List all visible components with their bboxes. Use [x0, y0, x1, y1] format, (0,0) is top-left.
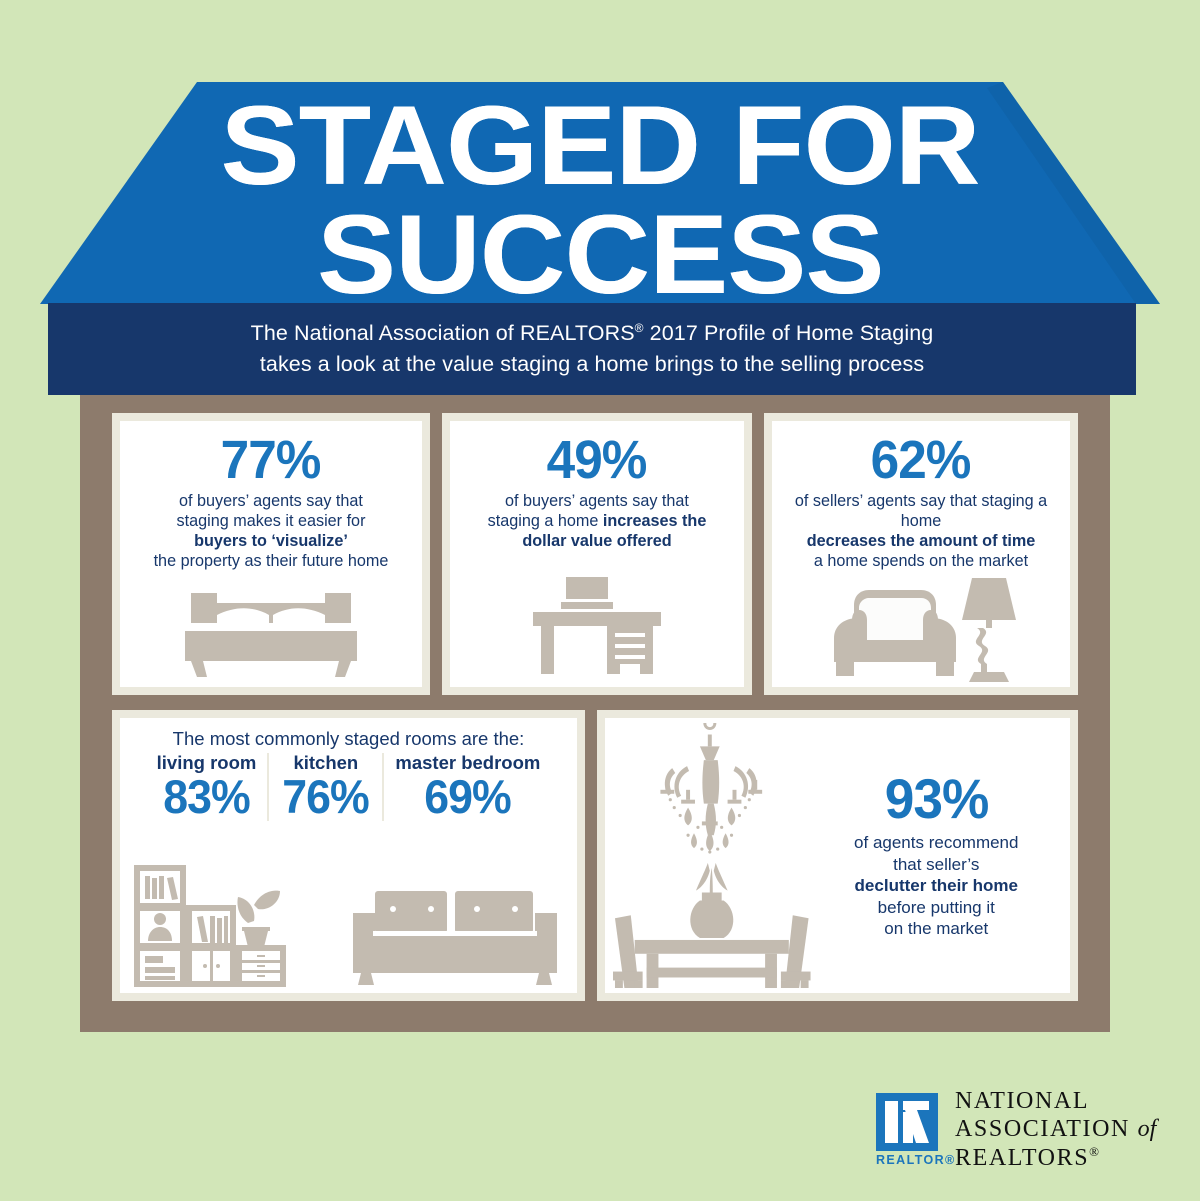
- stat-description: of agents recommend that seller’s declut…: [854, 832, 1018, 939]
- bookshelf-icon: [134, 865, 286, 987]
- logo-line-1: NATIONAL: [955, 1088, 1090, 1114]
- rooms-heading: The most commonly staged rooms are the:: [172, 728, 525, 749]
- room-label: kitchen: [293, 752, 359, 773]
- subtitle-line-2: takes a look at the value staging a home…: [259, 352, 925, 376]
- blurb-line-bold: buyers to ‘visualize’: [194, 531, 348, 550]
- stat-description: of sellers’ agents say that staging a ho…: [782, 492, 1060, 572]
- blurb-line: of agents recommend: [854, 833, 1019, 853]
- realtor-mark-icon: REALTOR®: [876, 1093, 956, 1168]
- stat-card-77: 77% of buyers’ agents say that staging m…: [112, 413, 430, 695]
- declutter-icon-group: [613, 723, 811, 988]
- stat-card-93: 93% of agents recommend that seller’s de…: [597, 710, 1078, 1001]
- subtitle-band: The National Association of REALTORS® 20…: [48, 303, 1136, 395]
- logo-line-2-italic: of: [1137, 1115, 1157, 1142]
- blurb-line: of sellers’ agents say that staging a ho…: [794, 492, 1048, 530]
- nar-logo: REALTOR® NATIONAL ASSOCIATION of REALTOR…: [876, 1088, 1156, 1172]
- registered-mark-icon: ®: [1089, 1143, 1101, 1159]
- stat-percent: 93%: [884, 767, 989, 831]
- blurb-line: the property as their future home: [153, 551, 389, 570]
- room-percent: 76%: [282, 770, 370, 824]
- sofa-icon: [353, 891, 557, 985]
- desk-icon: [460, 552, 734, 681]
- room-label: living room: [156, 752, 257, 773]
- registered-mark-icon: ®: [634, 320, 644, 335]
- room-stat-living-room: living room 83%: [146, 752, 268, 824]
- blurb-line-bold: increases the: [602, 511, 707, 530]
- blurb-line: staging a home: [487, 511, 603, 530]
- subtitle-line-1: The National Association of REALTORS® 20…: [251, 318, 934, 349]
- logo-line-2-text: ASSOCIATION: [955, 1115, 1130, 1142]
- nar-logo-text: NATIONAL ASSOCIATION of REALTORS®: [955, 1088, 1156, 1172]
- blurb-line: a home spends on the market: [813, 551, 1029, 570]
- stat-percent: 49%: [547, 430, 648, 490]
- rooms-icon-row: [130, 821, 567, 989]
- realtor-wordmark: REALTOR®: [876, 1153, 956, 1168]
- blurb-line: that seller’s: [893, 854, 980, 874]
- bed-icon: [130, 572, 412, 681]
- stat-card-62: 62% of sellers’ agents say that staging …: [764, 413, 1078, 695]
- room-label: master bedroom: [395, 752, 541, 773]
- blurb-line: staging makes it easier for: [176, 511, 366, 530]
- subtitle-text-b: 2017 Profile of Home Staging: [643, 320, 934, 345]
- roof-shape: [40, 82, 1160, 304]
- rooms-row: living room 83% kitchen 76% master bedro…: [130, 752, 567, 824]
- room-stat-kitchen: kitchen 76%: [267, 752, 382, 824]
- stat-card-49: 49% of buyers’ agents say that staging a…: [442, 413, 752, 695]
- blurb-line-bold: declutter their home: [854, 876, 1018, 896]
- room-percent: 69%: [424, 770, 512, 824]
- logo-line-3-text: REALTORS: [955, 1144, 1090, 1171]
- blurb-line: of buyers’ agents say that: [179, 492, 363, 510]
- stat-percent: 77%: [221, 430, 322, 490]
- armchair-lamp-icon: [782, 572, 1060, 687]
- stat-card-grid: 77% of buyers’ agents say that staging m…: [112, 413, 1078, 1001]
- room-percent: 83%: [163, 770, 250, 824]
- declutter-text-group: 93% of agents recommend that seller’s de…: [811, 771, 1062, 939]
- stat-percent: 62%: [871, 430, 972, 490]
- logo-line-2: ASSOCIATION of: [955, 1116, 1156, 1144]
- blurb-line: on the market: [884, 919, 989, 939]
- blurb-line: of buyers’ agents say that: [505, 492, 689, 510]
- staged-rooms-card: The most commonly staged rooms are the: …: [112, 710, 585, 1001]
- logo-line-3: REALTORS®: [955, 1144, 1156, 1173]
- stat-description: of buyers’ agents say that staging makes…: [154, 492, 389, 572]
- blurb-line-bold: dollar value offered: [522, 531, 672, 550]
- blurb-line: before putting it: [877, 897, 995, 917]
- roof-polygon-icon: [40, 82, 1160, 304]
- subtitle-text-a: The National Association of REALTORS: [250, 320, 635, 345]
- blurb-line-bold: decreases the amount of time: [806, 531, 1036, 550]
- room-stat-master-bedroom: master bedroom 69%: [382, 752, 551, 824]
- stat-description: of buyers’ agents say that staging a hom…: [488, 492, 707, 552]
